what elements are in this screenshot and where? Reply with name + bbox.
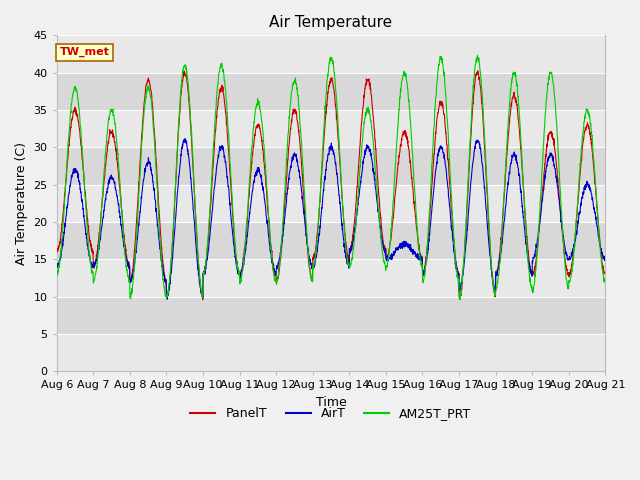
- Bar: [57, 147, 605, 185]
- Bar: [57, 110, 605, 147]
- Bar: [57, 185, 605, 222]
- X-axis label: Time: Time: [316, 396, 346, 408]
- Title: Air Temperature: Air Temperature: [269, 15, 392, 30]
- Bar: [57, 334, 605, 371]
- Text: TW_met: TW_met: [60, 47, 109, 57]
- Bar: [57, 72, 605, 110]
- Legend: PanelT, AirT, AM25T_PRT: PanelT, AirT, AM25T_PRT: [186, 402, 477, 425]
- Bar: [57, 222, 605, 259]
- Y-axis label: Air Temperature (C): Air Temperature (C): [15, 142, 28, 265]
- Bar: [57, 297, 605, 334]
- Bar: [57, 36, 605, 72]
- Bar: [57, 259, 605, 297]
